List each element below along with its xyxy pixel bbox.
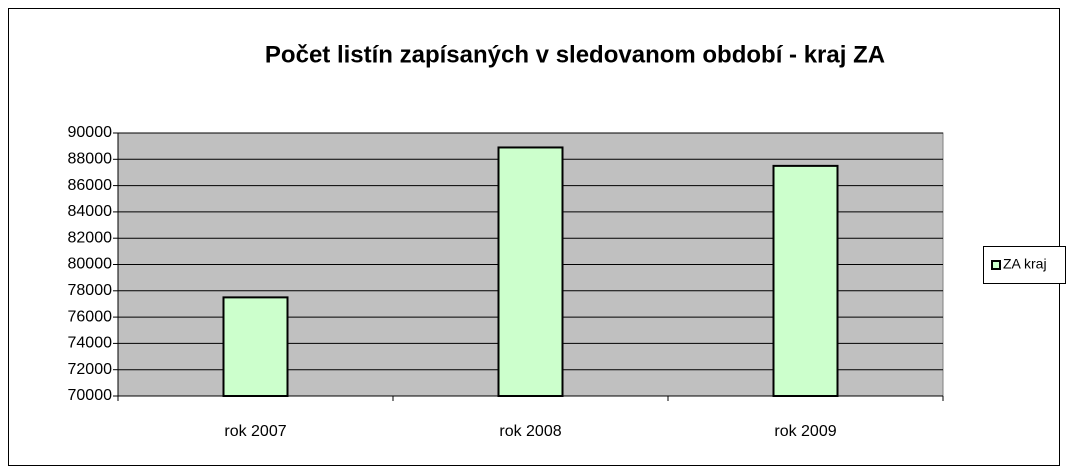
bar — [772, 164, 839, 397]
y-tick-label: 78000 — [68, 282, 113, 299]
legend-label: ZA kraj — [1003, 256, 1047, 272]
y-tick-label: 80000 — [68, 256, 113, 273]
y-tick-label: 86000 — [68, 177, 113, 194]
x-tick-label: rok 2008 — [499, 423, 561, 440]
bar — [222, 296, 289, 397]
y-tick-label: 76000 — [68, 308, 113, 325]
y-tick-label: 90000 — [68, 124, 113, 141]
y-tick-label: 88000 — [68, 151, 113, 168]
x-tick-label: rok 2007 — [224, 423, 286, 440]
x-tick-label: rok 2009 — [774, 423, 836, 440]
y-tick-label: 70000 — [68, 387, 113, 404]
y-tick-label: 74000 — [68, 335, 113, 352]
y-tick-label: 72000 — [68, 361, 113, 378]
y-tick-label: 82000 — [68, 229, 113, 246]
chart-title: Počet listín zapísaných v sledovanom obd… — [265, 41, 885, 68]
legend-marker — [991, 260, 1001, 270]
bar — [497, 146, 564, 397]
y-tick-label: 84000 — [68, 203, 113, 220]
